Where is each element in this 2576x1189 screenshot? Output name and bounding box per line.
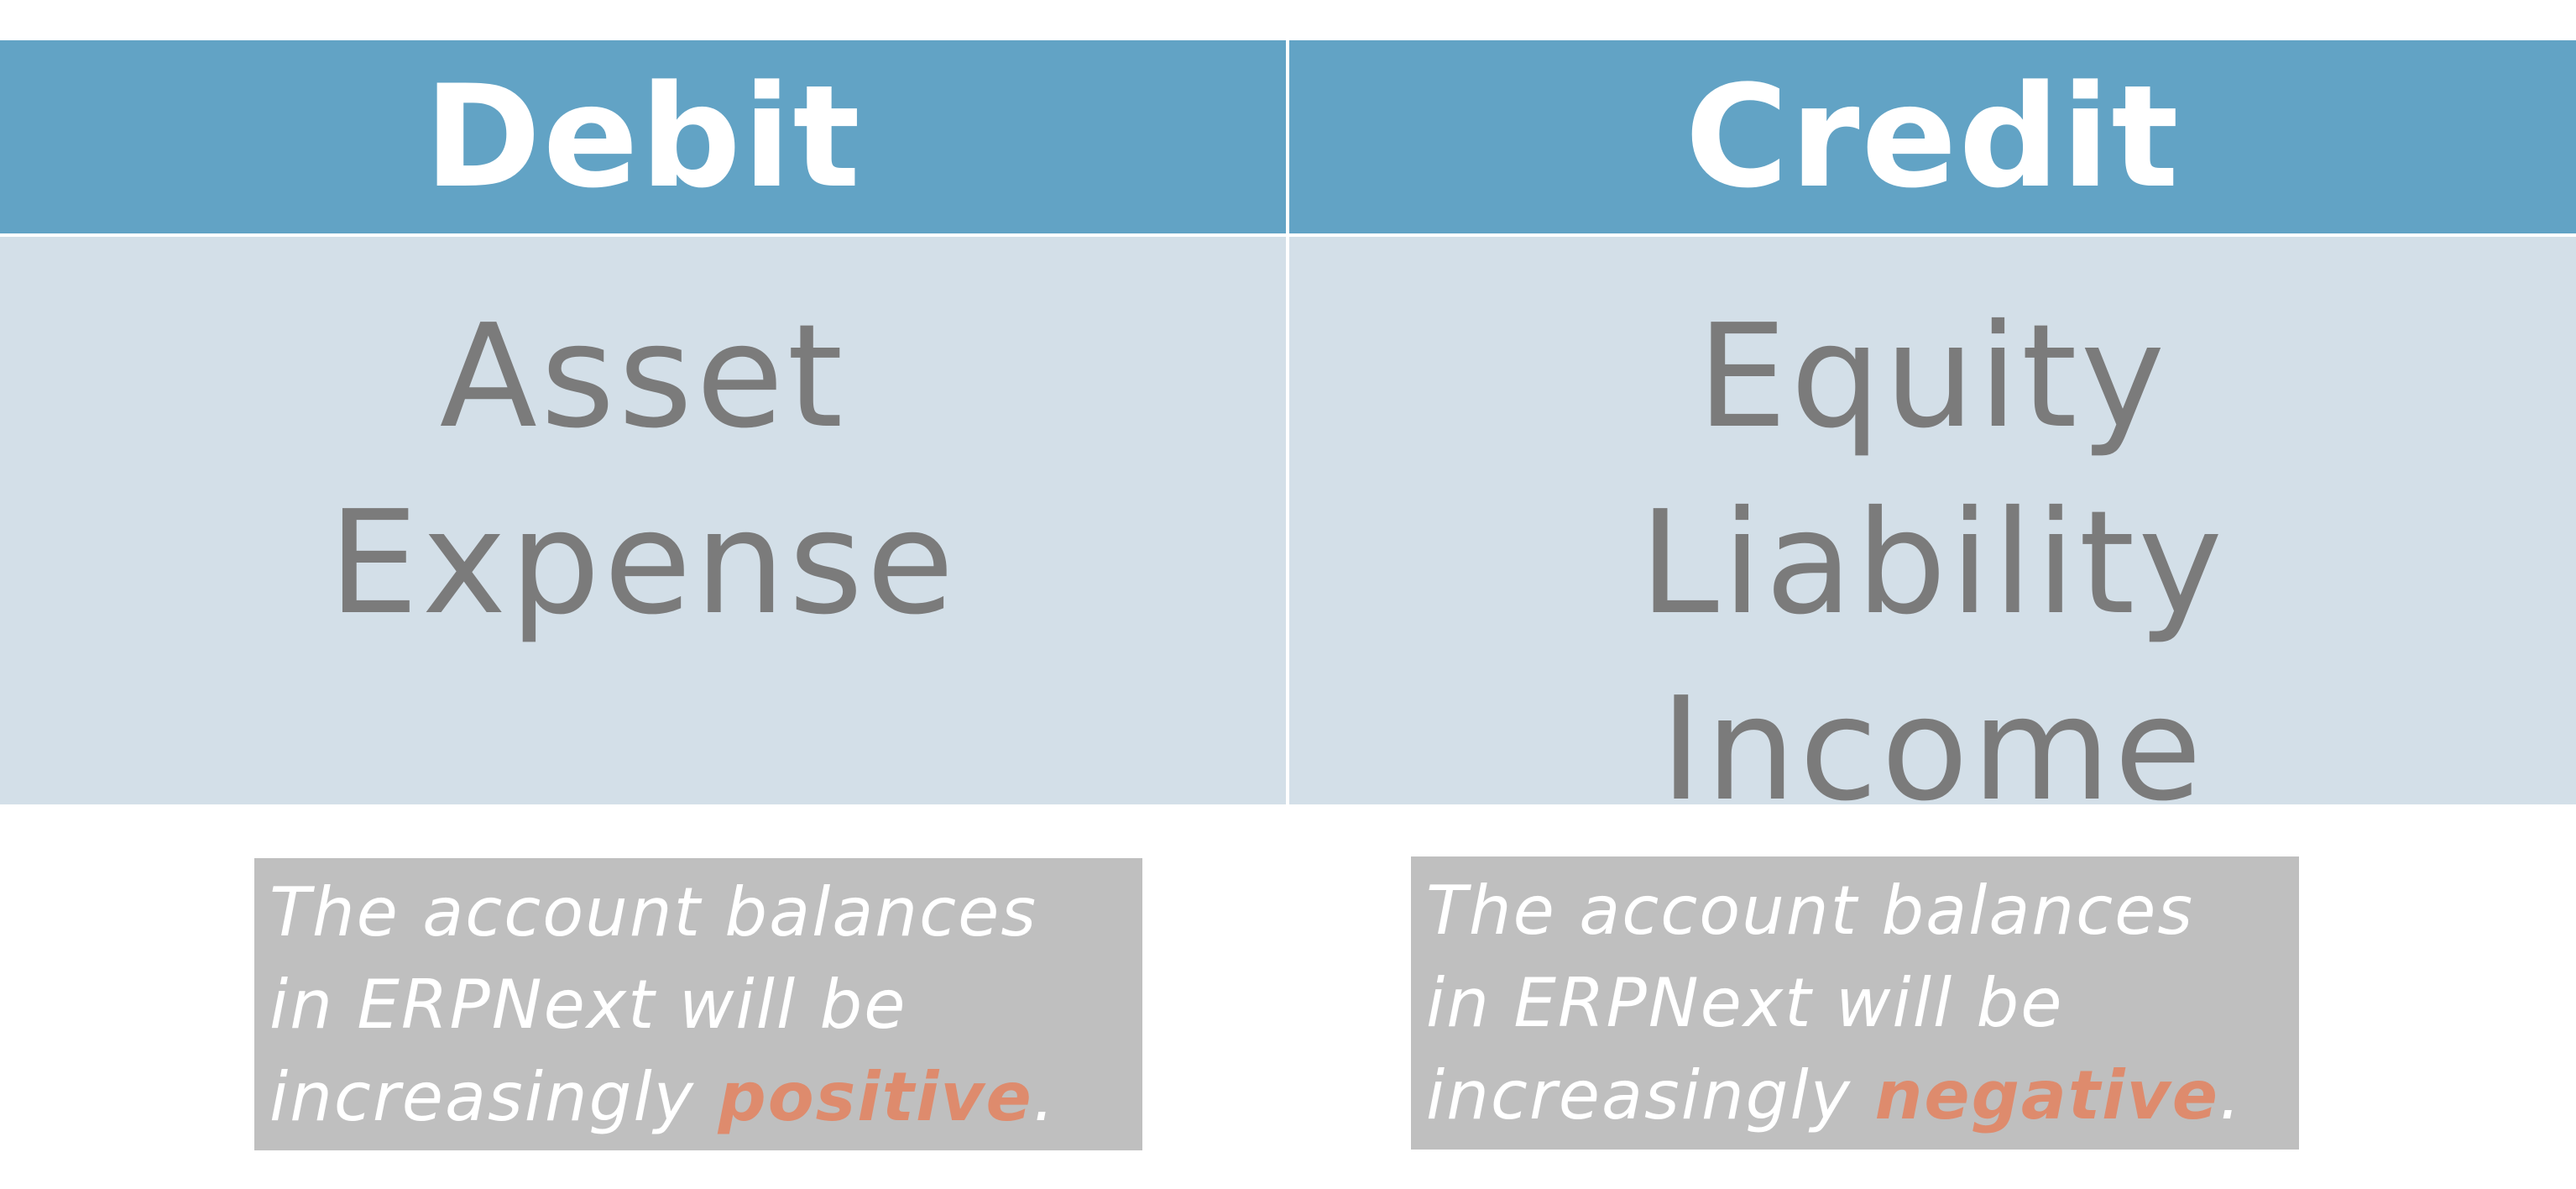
account-type-equity: Equity <box>1696 294 2169 460</box>
note-line: in ERPNext will be <box>1426 964 2064 1042</box>
account-type-expense: Expense <box>328 480 958 647</box>
account-type-liability: Liability <box>1639 480 2226 647</box>
note-line: The account balances <box>1426 872 2194 950</box>
positive-emphasis: positive <box>718 1058 1033 1136</box>
credit-balance-note: The account balances in ERPNext will be … <box>1411 856 2299 1150</box>
note-line: The account balances <box>269 873 1037 951</box>
negative-emphasis: negative <box>1874 1056 2219 1134</box>
credit-accounts-cell: Equity Liability Income <box>1289 237 2576 833</box>
debit-header: Debit <box>0 40 1286 233</box>
note-text: increasingly <box>1426 1056 1875 1134</box>
debit-credit-table: Debit Credit Asset Expense Equity Liabil… <box>0 40 2576 833</box>
note-line: increasingly negative. <box>1426 1050 2282 1142</box>
account-type-asset: Asset <box>439 294 847 460</box>
note-text: increasingly <box>269 1058 718 1136</box>
note-line: in ERPNext will be <box>269 966 907 1044</box>
credit-header: Credit <box>1289 40 2576 233</box>
note-line: increasingly positive. <box>269 1051 1126 1144</box>
debit-accounts-cell: Asset Expense <box>0 237 1286 804</box>
note-period: . <box>2218 1056 2243 1134</box>
account-type-income: Income <box>1659 667 2206 833</box>
note-period: . <box>1032 1058 1057 1136</box>
debit-balance-note: The account balances in ERPNext will be … <box>254 858 1142 1150</box>
